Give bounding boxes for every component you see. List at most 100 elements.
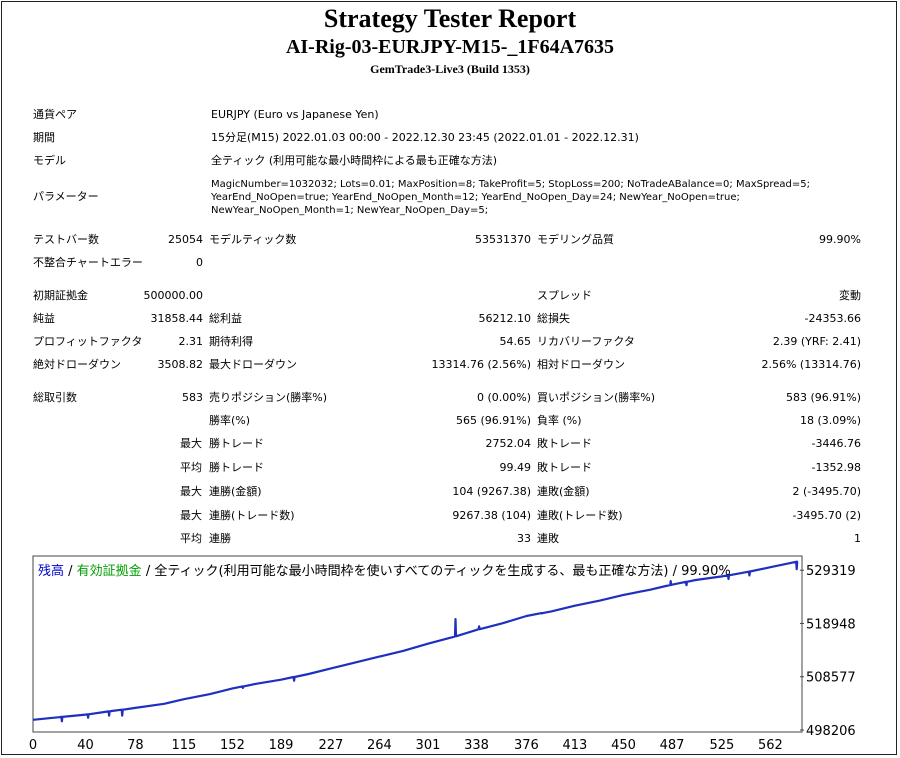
y-tick-label: 498206	[806, 724, 856, 739]
y-tick-label: 518948	[806, 617, 856, 632]
x-tick-label: 78	[127, 738, 144, 753]
report-subtitle: AI-Rig-03-EURJPY-M15-_1F64A7635	[285, 36, 615, 58]
params-line: MagicNumber=1032032; Lots=0.01; MaxPosit…	[211, 179, 810, 190]
loss-label: 負率 (%)	[537, 414, 582, 427]
report-title: Strategy Tester Report	[323, 4, 577, 33]
y-tick-label: 529319	[806, 564, 856, 579]
expected-label: 期待利得	[209, 335, 253, 348]
trades-value: 583	[182, 391, 203, 404]
gross-loss-label: 総損失	[537, 312, 570, 325]
short-value: 0 (0.00%)	[476, 391, 531, 404]
x-tick-label: 189	[269, 738, 294, 753]
period-value: 15分足(M15) 2022.01.03 00:00 - 2022.12.30 …	[211, 131, 639, 144]
chart-legend: 残高 / 有効証拠金 / 全ティック(利用可能な最小時間枠を使いすべてのティック…	[38, 560, 731, 579]
avg-win-value: 99.49	[499, 461, 532, 474]
avg-loss-value: -1352.98	[811, 461, 861, 474]
max-consec-profit-label: 連勝(トレード数)	[209, 509, 295, 522]
x-tick-label: 525	[709, 738, 734, 753]
legend-balance: 残高	[38, 564, 65, 579]
recovery-value: 2.39 (YRF: 2.41)	[772, 335, 861, 348]
expected-value: 54.65	[499, 335, 532, 348]
avg-word: 平均	[180, 532, 202, 545]
spread-label: スプレッド	[537, 289, 592, 302]
recovery-label: リカバリーファクタ	[537, 335, 635, 348]
x-tick-label: 450	[611, 738, 636, 753]
deposit-label: 初期証拠金	[33, 289, 88, 302]
max-consec-win-value: 104 (9267.38)	[452, 485, 531, 498]
max-consec-profit-value: 9267.38 (104)	[452, 509, 531, 522]
gross-loss-value: -24353.66	[804, 312, 861, 325]
long-label: 買いポジション(勝率%)	[537, 391, 656, 404]
x-tick-label: 264	[367, 738, 392, 753]
params-line: NewYear_NoOpen_Month=1; NewYear_NoOpen_D…	[211, 205, 489, 216]
max-word: 最大	[180, 437, 202, 450]
win-label: 勝率(%)	[209, 414, 251, 427]
x-tick-label: 338	[464, 738, 489, 753]
largest-win-label: 勝トレード	[209, 437, 264, 450]
short-label: 売りポジション(勝率%)	[209, 391, 328, 404]
max-word: 最大	[180, 485, 202, 498]
abs-dd-label: 絶対ドローダウン	[33, 358, 121, 371]
max-consec-loss-label: 連敗(金額)	[537, 485, 590, 498]
legend-equity: 有効証拠金	[76, 564, 142, 579]
x-tick-label: 227	[318, 738, 343, 753]
rel-dd-value: 2.56% (13314.76)	[761, 358, 861, 371]
max-consec-lossamt-label: 連敗(トレード数)	[537, 509, 623, 522]
rel-dd-label: 相対ドローダウン	[537, 358, 625, 371]
model-label: モデル	[33, 154, 66, 167]
avg-consec-loss-value: 1	[854, 532, 861, 545]
symbol-value: EURJPY (Euro vs Japanese Yen)	[211, 108, 379, 121]
long-value: 583 (96.91%)	[785, 391, 861, 404]
model-value: 全ティック (利用可能な最小時間枠による最も正確な方法)	[211, 154, 498, 167]
trades-label: 総取引数	[33, 391, 77, 404]
mismatch-label: 不整合チャートエラー	[33, 256, 143, 269]
pf-label: プロフィットファクタ	[33, 335, 143, 348]
x-tick-label: 152	[220, 738, 245, 753]
symbol-label: 通貨ペア	[33, 108, 77, 121]
max-dd-label: 最大ドローダウン	[209, 358, 297, 371]
avg-consec-loss-label: 連敗	[537, 532, 559, 545]
quality-label: モデリング品質	[537, 233, 614, 246]
gross-profit-value: 56212.10	[478, 312, 532, 325]
avg-win-label: 勝トレード	[209, 461, 264, 474]
x-tick-label: 413	[563, 738, 588, 753]
max-word: 最大	[180, 509, 202, 522]
win-value: 565 (96.91%)	[455, 414, 531, 427]
legend-sep: /	[64, 564, 77, 579]
avg-loss-label: 敗トレード	[537, 461, 592, 474]
spread-value: 変動	[839, 289, 861, 302]
params-label: パラメーター	[33, 190, 99, 203]
max-consec-win-label: 連勝(金額)	[209, 485, 262, 498]
largest-loss-label: 敗トレード	[537, 437, 592, 450]
x-tick-label: 0	[29, 738, 37, 753]
largest-loss-value: -3446.76	[811, 437, 861, 450]
quality-value: 99.90%	[819, 233, 861, 246]
bars-label: テストバー数	[33, 233, 99, 246]
balance-series-line	[32, 560, 799, 723]
x-tick-label: 487	[660, 738, 685, 753]
deposit-value: 500000.00	[143, 289, 204, 302]
server-info: GemTrade3-Live3 (Build 1353)	[370, 62, 530, 76]
x-tick-label: 115	[171, 738, 196, 753]
avg-word: 平均	[180, 461, 202, 474]
net-label: 純益	[33, 312, 55, 325]
params-line: YearEnd_NoOpen=true; YearEnd_NoOpen_Mont…	[211, 192, 740, 203]
max-consec-loss-value: 2 (-3495.70)	[792, 485, 861, 498]
ticks-label: モデルティック数	[209, 233, 297, 246]
params-value: MagicNumber=1032032; Lots=0.01; MaxPosit…	[211, 178, 810, 217]
x-tick-label: 301	[416, 738, 441, 753]
y-tick-label: 508577	[806, 671, 856, 686]
net-value: 31858.44	[150, 312, 204, 325]
mismatch-value: 0	[196, 256, 203, 269]
max-dd-value: 13314.76 (2.56%)	[431, 358, 531, 371]
gross-profit-label: 総利益	[209, 312, 242, 325]
largest-win-value: 2752.04	[485, 437, 532, 450]
x-tick-label: 562	[758, 738, 783, 753]
period-label: 期間	[33, 131, 55, 144]
loss-value: 18 (3.09%)	[799, 414, 861, 427]
pf-value: 2.31	[178, 335, 204, 348]
avg-consec-win-label: 連勝	[209, 532, 231, 545]
max-consec-lossamt-value: -3495.70 (2)	[792, 509, 861, 522]
